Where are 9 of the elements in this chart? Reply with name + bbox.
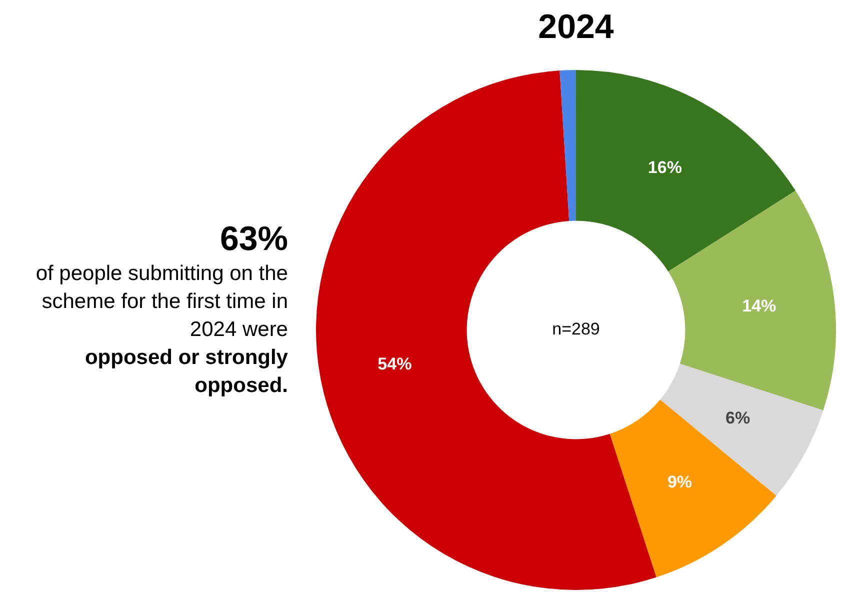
text: opposed or strongly opposed.: [84, 345, 288, 399]
chart-title: 2024: [537, 8, 615, 47]
data-label: 54%: [378, 354, 412, 374]
text: 63%: [218, 219, 288, 260]
text: n=289: [552, 320, 600, 339]
data-label: 14%: [742, 296, 776, 316]
data-label: 16%: [648, 158, 682, 177]
data-label: 6%: [725, 408, 750, 428]
data-label: 9%: [667, 472, 692, 492]
